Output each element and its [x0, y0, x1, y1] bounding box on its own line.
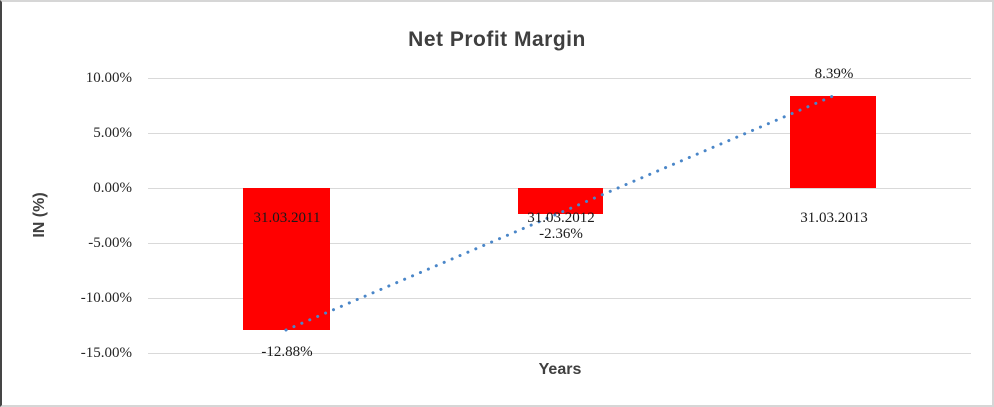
y-axis-tick-label: 5.00% — [93, 125, 132, 141]
y-axis-title: IN (%) — [31, 192, 48, 238]
y-axis-tick-label: 0.00% — [93, 180, 132, 196]
data-label: 8.39% — [814, 66, 854, 82]
y-axis-tick-label: -5.00% — [88, 235, 132, 251]
y-axis-tick-label: -10.00% — [80, 290, 132, 306]
data-label: -12.88% — [261, 344, 313, 360]
gridline — [148, 353, 971, 354]
chart-title: Net Profit Margin — [408, 28, 586, 51]
x-axis-title: Years — [538, 361, 582, 378]
data-label: -2.36% — [539, 226, 583, 242]
category-label: 31.03.2013 — [800, 210, 868, 226]
bar-2013 — [790, 96, 876, 188]
category-label: 31.03.2012 — [527, 210, 595, 226]
y-axis-tick-label: -15.00% — [80, 345, 132, 361]
y-axis-tick-label: 10.00% — [85, 70, 132, 86]
category-label: 31.03.2011 — [253, 210, 321, 226]
gridline — [148, 78, 971, 79]
